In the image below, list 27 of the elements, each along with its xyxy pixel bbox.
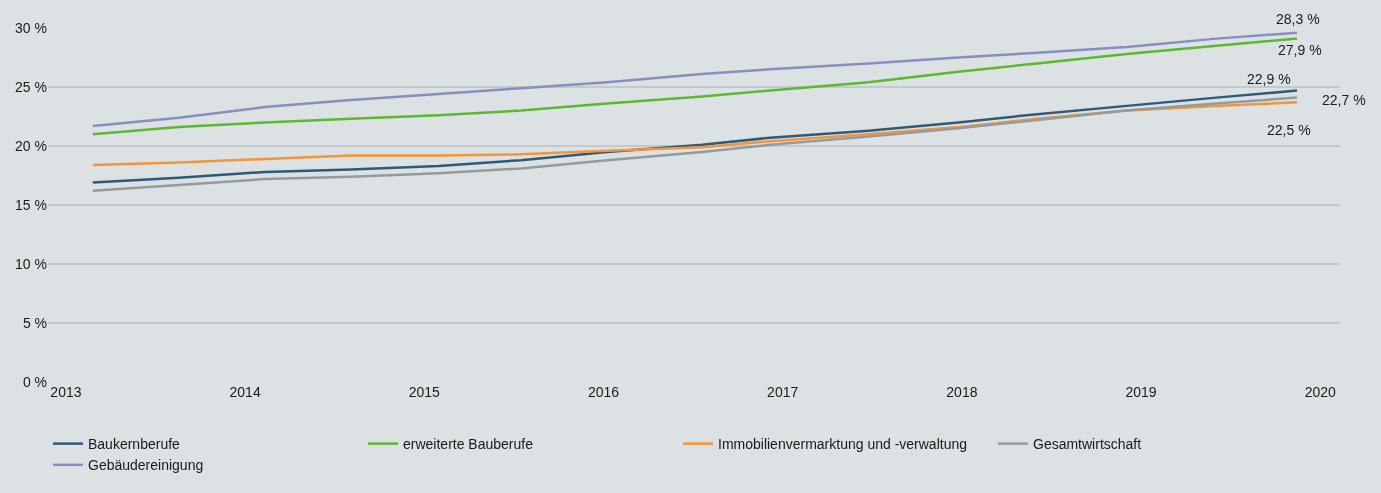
y-tick-label: 20 %: [15, 137, 47, 154]
legend-label: Immobilienvermarktung und -verwaltung: [718, 436, 967, 453]
x-tick-label: 2020: [1304, 384, 1337, 400]
x-tick-label: 2014: [229, 384, 261, 400]
y-tick-label: 5 %: [22, 314, 47, 331]
annotation: 27,9 %: [1278, 42, 1322, 58]
x-tick-label: 2016: [587, 384, 620, 400]
x-tick-label: 2018: [946, 384, 978, 400]
annotation: 22,5 %: [1267, 122, 1311, 138]
x-tick-label: 2017: [767, 384, 799, 400]
x-tick-label: 2015: [408, 384, 441, 400]
line-series: [91, 89, 1299, 184]
x-tick-label: 2019: [1125, 384, 1157, 400]
x-tick-label: 2013: [50, 384, 82, 400]
annotation: 22,9 %: [1247, 71, 1291, 87]
legend-label: Baukernberufe: [88, 436, 181, 453]
text: 28,3 %: [1276, 11, 1320, 27]
y-tick-label: 10 %: [15, 255, 47, 272]
line-series: [91, 96, 1299, 193]
y-tick-label: 25 %: [15, 78, 47, 95]
legend-label: erweiterte Bauberufe: [403, 436, 534, 453]
y-tick-label: 30 %: [15, 19, 47, 36]
y-tick-label: 15 %: [15, 196, 47, 213]
annotation: 22,7 %: [1322, 92, 1366, 108]
legend-label: Gesamtwirtschaft: [1033, 436, 1142, 453]
y-tick-label: 0 %: [22, 373, 47, 390]
legend-label: Gebäudereinigung: [88, 457, 204, 474]
